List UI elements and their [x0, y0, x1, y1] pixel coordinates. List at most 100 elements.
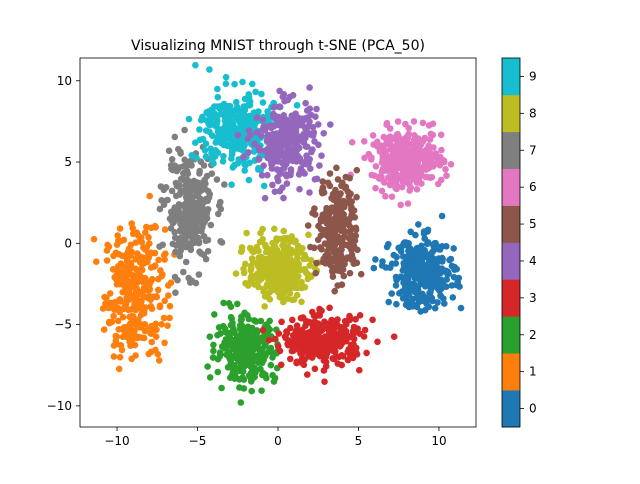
scatter-point	[164, 196, 171, 204]
scatter-point	[410, 118, 418, 125]
scatter-point	[272, 278, 279, 285]
scatter-point	[330, 219, 338, 226]
scatter-point	[394, 130, 402, 138]
scatter-point	[232, 270, 240, 277]
scatter-point	[132, 255, 139, 263]
scatter-point	[425, 122, 433, 129]
scatter-point	[341, 203, 348, 211]
scatter-point	[275, 272, 283, 279]
scatter-point	[427, 156, 435, 164]
scatter-point	[309, 209, 316, 217]
scatter-point	[276, 254, 283, 262]
scatter-point	[406, 140, 414, 148]
scatter-point	[372, 256, 379, 263]
scatter-point	[244, 336, 252, 344]
colorbar-swatch-5	[502, 205, 520, 243]
scatter-point	[278, 236, 285, 243]
scatter-point	[167, 225, 175, 232]
scatter-point	[200, 251, 208, 259]
cluster-2	[204, 299, 281, 406]
scatter-point	[133, 293, 140, 301]
scatter-point	[320, 367, 328, 374]
scatter-point	[334, 176, 342, 183]
scatter-point	[204, 187, 212, 195]
scatter-point	[353, 193, 360, 201]
scatter-point	[246, 159, 253, 167]
scatter-point	[345, 346, 353, 353]
scatter-point	[215, 210, 222, 218]
scatter-point	[417, 168, 425, 176]
scatter-point	[207, 221, 215, 229]
scatter-point	[276, 170, 284, 178]
scatter-point	[258, 387, 265, 395]
scatter-point	[256, 238, 264, 246]
scatter-point	[374, 338, 381, 346]
scatter-point	[168, 187, 176, 195]
scatter-point	[167, 162, 175, 169]
scatter-point	[248, 324, 256, 332]
scatter-point	[244, 102, 252, 109]
scatter-point	[182, 258, 190, 266]
scatter-point	[372, 184, 379, 192]
scatter-point	[147, 224, 155, 232]
scatter-point	[210, 347, 217, 355]
scatter-point	[155, 357, 163, 364]
scatter-point	[411, 165, 419, 173]
scatter-point	[340, 338, 347, 346]
scatter-point	[378, 168, 386, 175]
scatter-point	[182, 243, 189, 251]
scatter-point	[279, 184, 286, 191]
scatter-point	[368, 171, 376, 179]
scatter-point	[303, 143, 311, 150]
scatter-point	[434, 299, 441, 306]
scatter-point	[438, 176, 445, 184]
scatter-point	[220, 299, 227, 307]
scatter-point	[241, 161, 248, 168]
scatter-point	[393, 182, 401, 189]
scatter-point	[228, 181, 235, 188]
scatter-point	[110, 353, 118, 360]
scatter-point	[167, 208, 175, 216]
scatter-point	[274, 342, 282, 350]
scatter-point	[183, 162, 191, 169]
scatter-point	[165, 292, 172, 299]
scatter-point	[257, 353, 265, 361]
scatter-point	[157, 267, 164, 274]
scatter-point	[142, 229, 149, 236]
y-tick-label: −5	[54, 318, 72, 332]
scatter-point	[239, 78, 246, 86]
scatter-point	[237, 399, 245, 406]
scatter-point	[181, 156, 188, 164]
scatter-point	[174, 276, 181, 284]
scatter-point	[425, 174, 432, 181]
scatter-point	[327, 121, 334, 128]
scatter-point	[330, 246, 337, 254]
scatter-point	[255, 144, 262, 151]
scatter-point	[293, 322, 301, 330]
scatter-point	[238, 247, 246, 254]
scatter-point	[281, 271, 288, 279]
scatter-point	[117, 270, 125, 277]
scatter-point	[324, 248, 331, 255]
x-tick-label: −5	[189, 434, 207, 448]
scatter-point	[240, 376, 248, 383]
scatter-point	[280, 194, 287, 202]
scatter-point	[203, 117, 211, 124]
scatter-point	[418, 180, 425, 187]
scatter-point	[281, 123, 288, 130]
scatter-point	[301, 251, 308, 259]
scatter-point	[103, 247, 111, 254]
scatter-point	[442, 166, 449, 173]
colorbar-swatch-6	[502, 168, 520, 206]
scatter-point	[338, 361, 346, 369]
scatter-point	[383, 167, 391, 174]
scatter-point	[225, 300, 233, 307]
scatter-point	[264, 171, 271, 179]
scatter-point	[350, 207, 358, 214]
scatter-point	[442, 268, 450, 275]
scatter-point	[140, 310, 148, 317]
colorbar-tick-label: 9	[529, 69, 537, 83]
scatter-point	[140, 260, 147, 267]
scatter-point	[298, 298, 305, 306]
